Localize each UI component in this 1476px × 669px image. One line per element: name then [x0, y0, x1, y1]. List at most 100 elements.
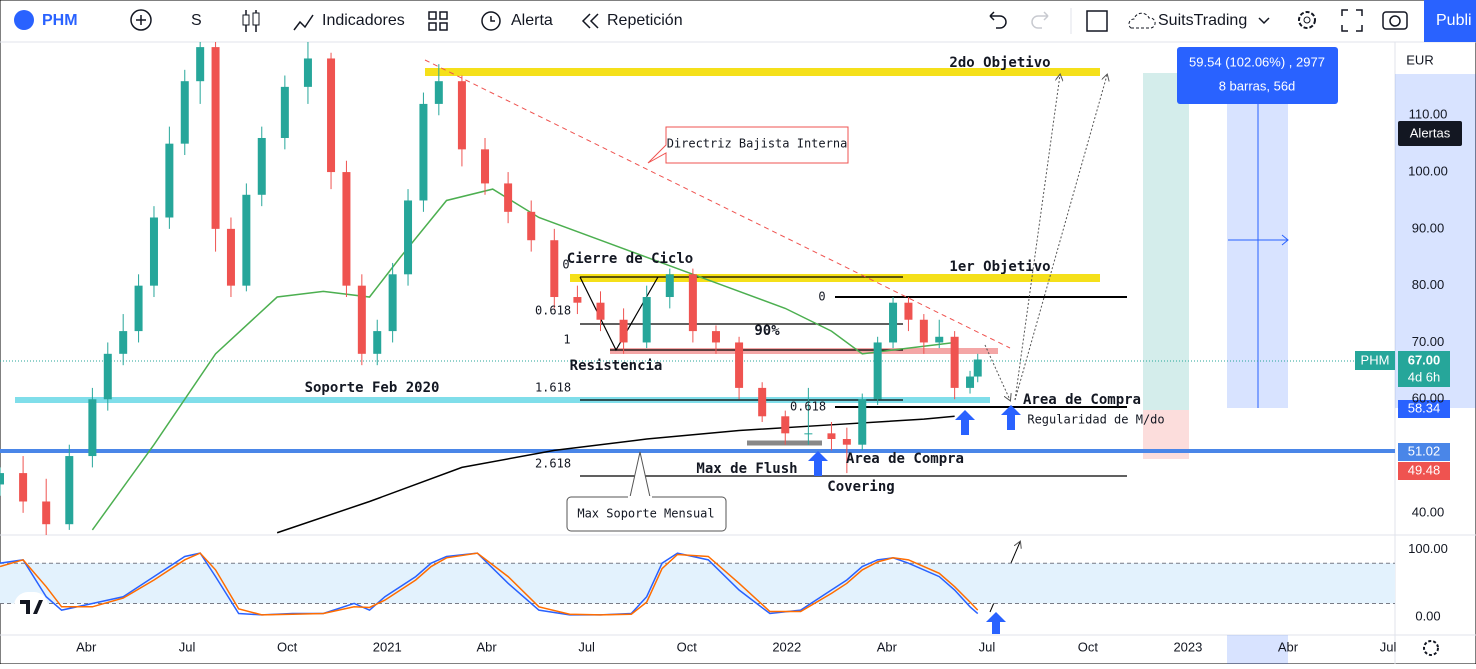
annotation: Resistencia	[570, 358, 663, 374]
x-tick-label: Abr	[877, 639, 898, 654]
candle-body	[88, 399, 97, 457]
candle-body	[434, 81, 443, 104]
fib-label: 0	[562, 258, 569, 272]
candle-body	[889, 302, 898, 343]
y-tick-label: 100.00	[1408, 164, 1448, 179]
countdown: 4d 6h	[1408, 369, 1441, 384]
x-tick-label: Abr	[1278, 639, 1299, 654]
x-tick-label: 2022	[772, 639, 801, 654]
x-tick-label: Oct	[277, 639, 298, 654]
moving-average	[276, 415, 955, 534]
y-tick-label: 80.00	[1412, 277, 1445, 292]
alerts-button[interactable]: Alertas	[1410, 125, 1451, 140]
candle-body	[573, 297, 582, 303]
y-tick-label: 0.00	[1415, 608, 1440, 623]
drawings	[0, 59, 1395, 613]
annotation: Max Soporte Mensual	[577, 507, 714, 521]
candle-body	[303, 58, 312, 87]
indicators[interactable]: Indicadores	[322, 12, 405, 29]
candle-body	[226, 228, 235, 286]
symbol[interactable]: PHM	[42, 12, 78, 29]
candle-body	[65, 456, 74, 525]
candle-body	[327, 58, 336, 173]
x-tick-label: Jul	[578, 639, 595, 654]
symbol-tag: PHM	[1361, 352, 1390, 367]
layout-name[interactable]: SuitsTrading	[1158, 12, 1247, 29]
oscillator-line	[0, 552, 979, 616]
price-tag: 67.00	[1408, 352, 1441, 367]
candle-body	[19, 473, 28, 502]
settings[interactable]	[1423, 640, 1439, 656]
symbol-icon	[14, 10, 34, 30]
candle-body	[119, 331, 128, 354]
candle-body	[165, 143, 174, 218]
currency[interactable]: EUR	[1406, 52, 1433, 67]
moving-average	[91, 188, 955, 531]
long-position-target	[1143, 73, 1189, 410]
annotation: Directriz Bajista Interna	[667, 137, 848, 151]
candle-body	[827, 433, 836, 440]
logo	[14, 592, 48, 620]
candle-body	[404, 200, 413, 275]
replay[interactable]: Repetición	[607, 12, 683, 29]
x-tick-label: Abr	[76, 639, 97, 654]
price-tag: 51.02	[1408, 443, 1441, 458]
candle-body	[42, 501, 51, 525]
candle-body	[457, 81, 466, 150]
candle-body	[619, 319, 628, 343]
candle-body	[388, 274, 397, 332]
x-tick-label: Jul	[979, 639, 996, 654]
candle-body	[711, 331, 720, 343]
y-tick-label: 90.00	[1412, 220, 1445, 235]
annotation: 90%	[754, 323, 780, 339]
candle-body	[149, 217, 158, 286]
candle-body	[280, 86, 289, 138]
x-tick-label: Oct	[677, 639, 698, 654]
alert[interactable]: Alerta	[511, 12, 553, 29]
measure-text: 8 barras, 56d	[1219, 78, 1296, 93]
candle-body	[642, 297, 651, 343]
annotation: 1er Objetivo	[949, 259, 1050, 275]
candle-body	[804, 433, 813, 435]
annotation: Covering	[827, 479, 894, 495]
x-tick-label: 2021	[373, 639, 402, 654]
arrows	[808, 405, 1021, 634]
candle-body	[103, 353, 112, 400]
price-tag: 49.48	[1408, 462, 1441, 477]
annotation: Soporte Feb 2020	[305, 380, 440, 396]
publish[interactable]: Publi	[1436, 12, 1472, 29]
y-tick-label: 110.00	[1409, 107, 1448, 122]
x-tick-label: Jul	[179, 639, 196, 654]
candle-body	[858, 399, 867, 445]
candle-body	[242, 194, 251, 286]
candle-body	[781, 416, 790, 434]
x-tick-label: Oct	[1078, 639, 1099, 654]
interval[interactable]: S	[191, 12, 202, 29]
fib-label: 0.618	[535, 304, 571, 318]
x-tick-label: 2023	[1173, 639, 1202, 654]
candle-body	[935, 336, 944, 343]
candle-body	[0, 473, 4, 485]
add-icon[interactable]	[130, 9, 152, 31]
annotation: Max de Flush	[696, 461, 797, 477]
candle-body	[550, 240, 559, 298]
fib-label: 0.618	[790, 400, 826, 414]
candle-body	[196, 47, 205, 82]
candle-body	[527, 211, 536, 241]
price-tag: 58.34	[1408, 400, 1441, 415]
publish-button[interactable]	[1424, 0, 1476, 42]
measure-box	[1177, 47, 1338, 104]
candle-body	[419, 103, 428, 201]
candle-body	[842, 439, 851, 445]
candle-body	[211, 47, 220, 229]
x-tick-label: Abr	[476, 639, 497, 654]
measure-text: 59.54 (102.06%) , 2977	[1189, 54, 1325, 69]
annotation: Area de Compra	[1023, 392, 1141, 408]
fib-label: 1	[563, 333, 570, 347]
candle-body	[357, 285, 366, 354]
candle-body	[481, 149, 490, 184]
annotation: Area de Compra	[846, 451, 964, 467]
candle-body	[134, 285, 143, 332]
